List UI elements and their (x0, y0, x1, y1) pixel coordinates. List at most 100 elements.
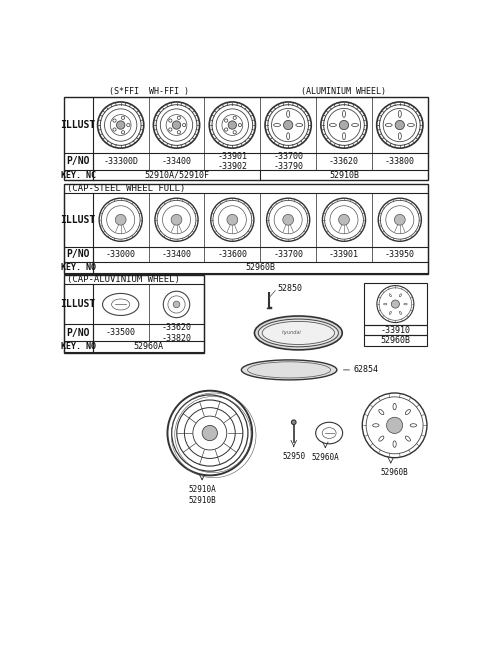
Bar (63, 284, 204, 352)
Text: -33800: -33800 (385, 157, 415, 166)
Ellipse shape (385, 124, 392, 127)
Circle shape (339, 120, 348, 129)
Bar (63, 97, 428, 181)
Circle shape (173, 301, 180, 307)
Circle shape (177, 116, 180, 120)
Text: (CAP-STEEL WHEEL FULL): (CAP-STEEL WHEEL FULL) (67, 184, 185, 193)
Circle shape (202, 426, 217, 441)
Ellipse shape (379, 409, 384, 415)
Circle shape (177, 131, 180, 134)
Circle shape (121, 116, 125, 120)
Circle shape (395, 120, 405, 129)
Text: ILLUST: ILLUST (60, 215, 96, 225)
Text: -33000: -33000 (106, 250, 136, 259)
Ellipse shape (398, 133, 401, 139)
Ellipse shape (408, 124, 414, 127)
Bar (63, 183, 428, 274)
Ellipse shape (296, 124, 303, 127)
Text: 52950: 52950 (282, 451, 305, 461)
Bar (364, 283, 427, 325)
Text: P/NO: P/NO (66, 328, 90, 338)
Text: 52850: 52850 (277, 284, 302, 294)
Ellipse shape (287, 110, 289, 118)
Circle shape (291, 420, 296, 424)
Circle shape (182, 124, 186, 127)
Ellipse shape (398, 110, 401, 118)
Circle shape (172, 121, 180, 129)
Circle shape (233, 131, 236, 134)
Circle shape (113, 128, 116, 131)
Text: (S*FFI  WH-FFI ): (S*FFI WH-FFI ) (108, 87, 189, 96)
Ellipse shape (274, 124, 280, 127)
Ellipse shape (352, 124, 359, 127)
Text: 52960A: 52960A (133, 342, 164, 351)
Circle shape (225, 119, 228, 122)
Circle shape (395, 214, 405, 225)
Text: -33300D: -33300D (103, 157, 138, 166)
Circle shape (386, 417, 403, 434)
Text: 62854: 62854 (354, 365, 379, 374)
Ellipse shape (241, 360, 337, 380)
Text: -33400: -33400 (161, 157, 192, 166)
Ellipse shape (262, 321, 335, 344)
Circle shape (169, 119, 172, 122)
Text: 52960B: 52960B (245, 263, 275, 272)
Circle shape (227, 214, 238, 225)
Ellipse shape (389, 311, 391, 314)
Text: 52960B: 52960B (380, 336, 410, 345)
Text: KEY. NO: KEY. NO (60, 342, 96, 351)
Circle shape (169, 128, 172, 131)
Ellipse shape (405, 409, 410, 415)
Circle shape (117, 121, 125, 129)
Bar (364, 335, 427, 346)
Text: -33620
-33820: -33620 -33820 (161, 323, 192, 343)
Text: P/NO: P/NO (66, 156, 90, 166)
Text: KEY. NC: KEY. NC (60, 171, 96, 179)
Ellipse shape (399, 311, 402, 314)
Text: hyundai: hyundai (282, 330, 302, 336)
Circle shape (115, 214, 126, 225)
Circle shape (284, 120, 293, 129)
Ellipse shape (404, 304, 407, 305)
Text: (ALUMINIUM WHEEL): (ALUMINIUM WHEEL) (301, 87, 386, 96)
Circle shape (239, 124, 241, 127)
Text: -33400: -33400 (161, 250, 192, 259)
Text: (CAP-ALUVINIUM WHEEL): (CAP-ALUVINIUM WHEEL) (67, 275, 180, 284)
Text: -33910: -33910 (380, 326, 410, 335)
Text: 52910A/52910F: 52910A/52910F (144, 171, 209, 179)
Ellipse shape (343, 133, 346, 139)
Text: -33600: -33600 (217, 250, 247, 259)
Ellipse shape (389, 294, 391, 297)
Ellipse shape (343, 110, 346, 118)
Bar (364, 325, 427, 335)
Text: -33700: -33700 (273, 250, 303, 259)
Ellipse shape (287, 133, 289, 139)
Circle shape (121, 131, 125, 134)
Text: KEY. NO: KEY. NO (60, 263, 96, 272)
Bar (63, 275, 204, 353)
Text: 52910B: 52910B (329, 171, 359, 179)
Ellipse shape (258, 319, 338, 347)
Text: 52960A: 52960A (312, 453, 339, 462)
Text: -33700
-33790: -33700 -33790 (273, 152, 303, 171)
Ellipse shape (329, 124, 336, 127)
Ellipse shape (379, 436, 384, 441)
Text: ILLUST: ILLUST (60, 300, 96, 309)
Circle shape (283, 214, 294, 225)
Ellipse shape (384, 304, 387, 305)
Circle shape (233, 116, 236, 120)
Ellipse shape (254, 316, 342, 350)
Circle shape (391, 300, 399, 308)
Ellipse shape (393, 441, 396, 447)
Circle shape (171, 214, 182, 225)
Text: -33500: -33500 (106, 328, 136, 338)
Ellipse shape (399, 294, 402, 297)
Ellipse shape (393, 403, 396, 410)
Text: -33950: -33950 (385, 250, 415, 259)
Text: -33901
-33902: -33901 -33902 (217, 152, 247, 171)
Circle shape (228, 121, 237, 129)
Text: 52960B: 52960B (381, 468, 408, 478)
Circle shape (127, 124, 130, 127)
Text: -33901: -33901 (329, 250, 359, 259)
Text: ILLUST: ILLUST (60, 120, 96, 130)
